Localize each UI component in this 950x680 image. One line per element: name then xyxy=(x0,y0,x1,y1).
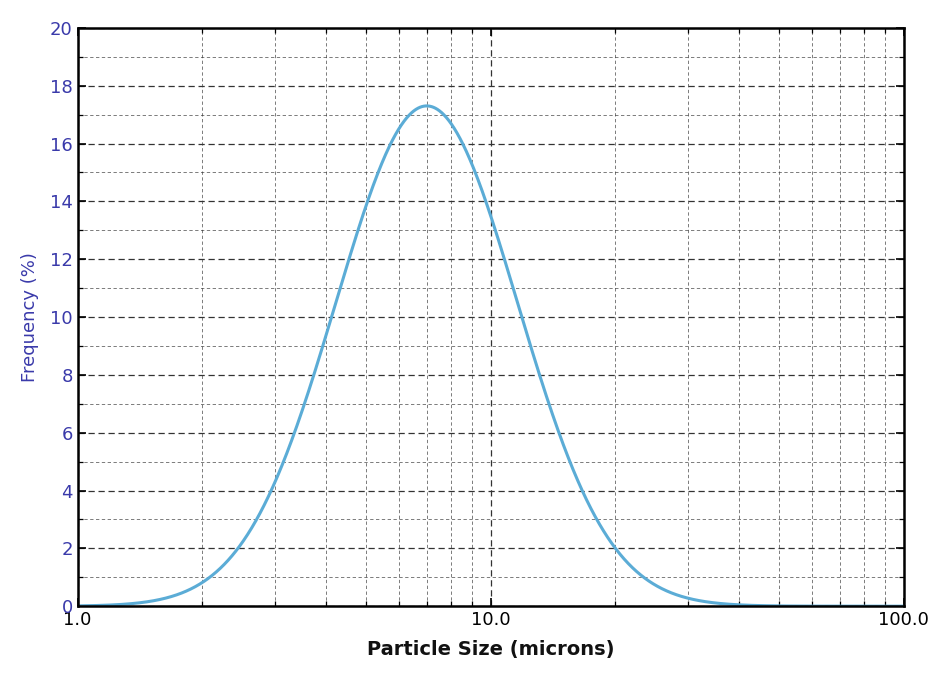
Y-axis label: Frequency (%): Frequency (%) xyxy=(21,252,39,382)
X-axis label: Particle Size (microns): Particle Size (microns) xyxy=(367,640,615,659)
